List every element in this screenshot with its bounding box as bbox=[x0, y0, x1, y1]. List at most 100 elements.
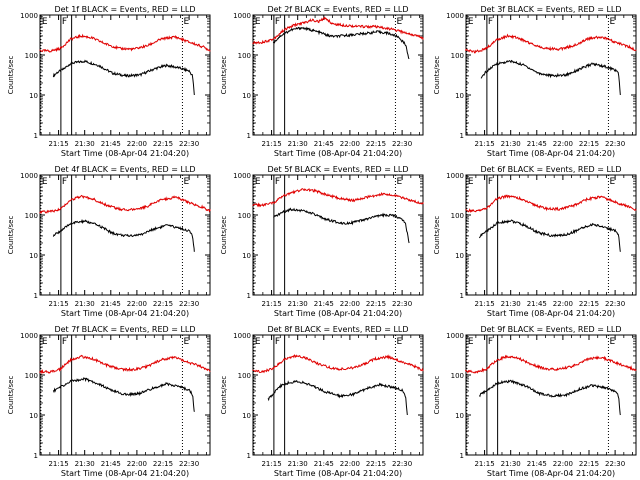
y-tick-label: 100 bbox=[238, 372, 251, 380]
x-tick-label: 22:00 bbox=[127, 140, 147, 148]
y-tick-label: 1 bbox=[460, 132, 464, 140]
x-tick-label: 22:30 bbox=[392, 300, 412, 308]
marker-label: F bbox=[275, 17, 280, 27]
marker-label: E bbox=[468, 177, 474, 187]
events-line bbox=[480, 59, 621, 96]
panel-8: Det 8f BLACK = Events, RED = LLD 1 10 100 10… bbox=[220, 325, 424, 478]
x-tick-label: 21:45 bbox=[101, 140, 121, 148]
x-tick-label: 21:15 bbox=[261, 460, 281, 468]
y-tick-label: 100 bbox=[451, 52, 464, 60]
y-tick-label: 10 bbox=[29, 92, 38, 100]
events-line bbox=[267, 379, 408, 416]
x-tick-label: 21:45 bbox=[527, 300, 547, 308]
panel-5: Det 5f BLACK = Events, RED = LLD 1 10 100 10… bbox=[220, 165, 424, 318]
lld-line bbox=[252, 354, 424, 374]
marker-label: E bbox=[468, 17, 474, 27]
x-axis-label: Start Time (08-Apr-04 21:04:20) bbox=[274, 149, 402, 158]
marker-label: E bbox=[609, 17, 615, 27]
marker-label: F bbox=[488, 17, 493, 27]
y-axis-label: Counts/sec bbox=[7, 56, 15, 95]
x-tick-label: 21:15 bbox=[474, 140, 494, 148]
y-tick-label: 10 bbox=[242, 252, 251, 260]
y-tick-label: 1000 bbox=[20, 332, 38, 340]
x-tick-label: 21:30 bbox=[75, 300, 95, 308]
x-axis-label: Start Time (08-Apr-04 21:04:20) bbox=[487, 149, 615, 158]
y-tick-label: 100 bbox=[25, 372, 38, 380]
y-axis-label: Counts/sec bbox=[220, 216, 228, 255]
plot-frame bbox=[252, 14, 424, 136]
panel-title: Det 9f BLACK = Events, RED = LLD bbox=[480, 325, 621, 334]
x-tick-label: 21:30 bbox=[288, 460, 308, 468]
y-tick-label: 10 bbox=[29, 252, 38, 260]
panel-title: Det 5f BLACK = Events, RED = LLD bbox=[267, 165, 408, 174]
marker-label: E bbox=[396, 177, 402, 187]
plot-frame bbox=[465, 174, 637, 296]
marker-label: E bbox=[609, 337, 615, 347]
panel-title: Det 8f BLACK = Events, RED = LLD bbox=[267, 325, 408, 334]
x-axis-label: Start Time (08-Apr-04 21:04:20) bbox=[61, 309, 189, 318]
y-tick-label: 1000 bbox=[233, 332, 251, 340]
panel-title: Det 2f BLACK = Events, RED = LLD bbox=[267, 5, 408, 14]
y-tick-label: 1000 bbox=[233, 12, 251, 20]
x-tick-label: 21:45 bbox=[101, 460, 121, 468]
y-tick-label: 100 bbox=[238, 212, 251, 220]
y-tick-label: 1000 bbox=[446, 332, 464, 340]
y-tick-label: 1 bbox=[247, 452, 251, 460]
y-axis-label: Counts/sec bbox=[433, 376, 441, 415]
x-tick-label: 22:00 bbox=[340, 460, 360, 468]
x-tick-label: 22:30 bbox=[179, 460, 199, 468]
x-tick-label: 22:15 bbox=[579, 140, 599, 148]
plot-frame bbox=[39, 14, 211, 136]
events-line bbox=[478, 379, 621, 416]
y-tick-label: 10 bbox=[455, 412, 464, 420]
marker-label: E bbox=[42, 337, 48, 347]
panel-title: Det 7f BLACK = Events, RED = LLD bbox=[54, 325, 195, 334]
panel-9: Det 9f BLACK = Events, RED = LLD 1 10 100 10… bbox=[433, 325, 637, 478]
marker-label: F bbox=[488, 337, 493, 347]
y-tick-label: 1000 bbox=[20, 172, 38, 180]
marker-label: E bbox=[183, 17, 189, 27]
y-tick-label: 1 bbox=[247, 132, 251, 140]
x-tick-label: 22:15 bbox=[579, 300, 599, 308]
events-line bbox=[52, 377, 195, 412]
panel-title: Det 4f BLACK = Events, RED = LLD bbox=[54, 165, 195, 174]
y-tick-label: 1 bbox=[460, 452, 464, 460]
panel-2: Det 2f BLACK = Events, RED = LLD 1 10 100 10… bbox=[220, 5, 424, 158]
plot-frame bbox=[252, 334, 424, 456]
y-tick-label: 1 bbox=[34, 292, 38, 300]
x-axis-label: Start Time (08-Apr-04 21:04:20) bbox=[274, 469, 402, 478]
marker-label: E bbox=[396, 17, 402, 27]
y-axis-label: Counts/sec bbox=[7, 376, 15, 415]
lld-line bbox=[39, 33, 211, 53]
lld-line bbox=[252, 16, 424, 45]
x-axis-label: Start Time (08-Apr-04 21:04:20) bbox=[61, 469, 189, 478]
x-tick-label: 22:30 bbox=[392, 460, 412, 468]
y-tick-label: 1 bbox=[460, 292, 464, 300]
marker-label: F bbox=[488, 177, 493, 187]
events-line bbox=[273, 207, 410, 244]
y-tick-label: 1000 bbox=[233, 172, 251, 180]
plot-frame bbox=[39, 174, 211, 296]
panel-7: Det 7f BLACK = Events, RED = LLD 1 10 100 10… bbox=[7, 325, 211, 478]
y-tick-label: 100 bbox=[451, 212, 464, 220]
x-tick-label: 22:15 bbox=[366, 300, 386, 308]
x-tick-label: 22:00 bbox=[340, 140, 360, 148]
x-tick-label: 22:30 bbox=[179, 140, 199, 148]
marker-label: E bbox=[396, 337, 402, 347]
events-line bbox=[52, 59, 195, 96]
panel-3: Det 3f BLACK = Events, RED = LLD 1 10 100 10… bbox=[433, 5, 637, 158]
panel-title: Det 6f BLACK = Events, RED = LLD bbox=[480, 165, 621, 174]
y-tick-label: 10 bbox=[29, 412, 38, 420]
x-tick-label: 21:15 bbox=[48, 140, 68, 148]
x-tick-label: 22:15 bbox=[153, 300, 173, 308]
x-tick-label: 21:45 bbox=[314, 300, 334, 308]
plot-frame bbox=[465, 14, 637, 136]
marker-label: F bbox=[62, 337, 67, 347]
x-tick-label: 21:15 bbox=[474, 460, 494, 468]
y-axis-label: Counts/sec bbox=[433, 56, 441, 95]
x-tick-label: 22:30 bbox=[605, 140, 625, 148]
x-axis-label: Start Time (08-Apr-04 21:04:20) bbox=[274, 309, 402, 318]
x-tick-label: 22:00 bbox=[553, 300, 573, 308]
y-tick-label: 1000 bbox=[446, 12, 464, 20]
